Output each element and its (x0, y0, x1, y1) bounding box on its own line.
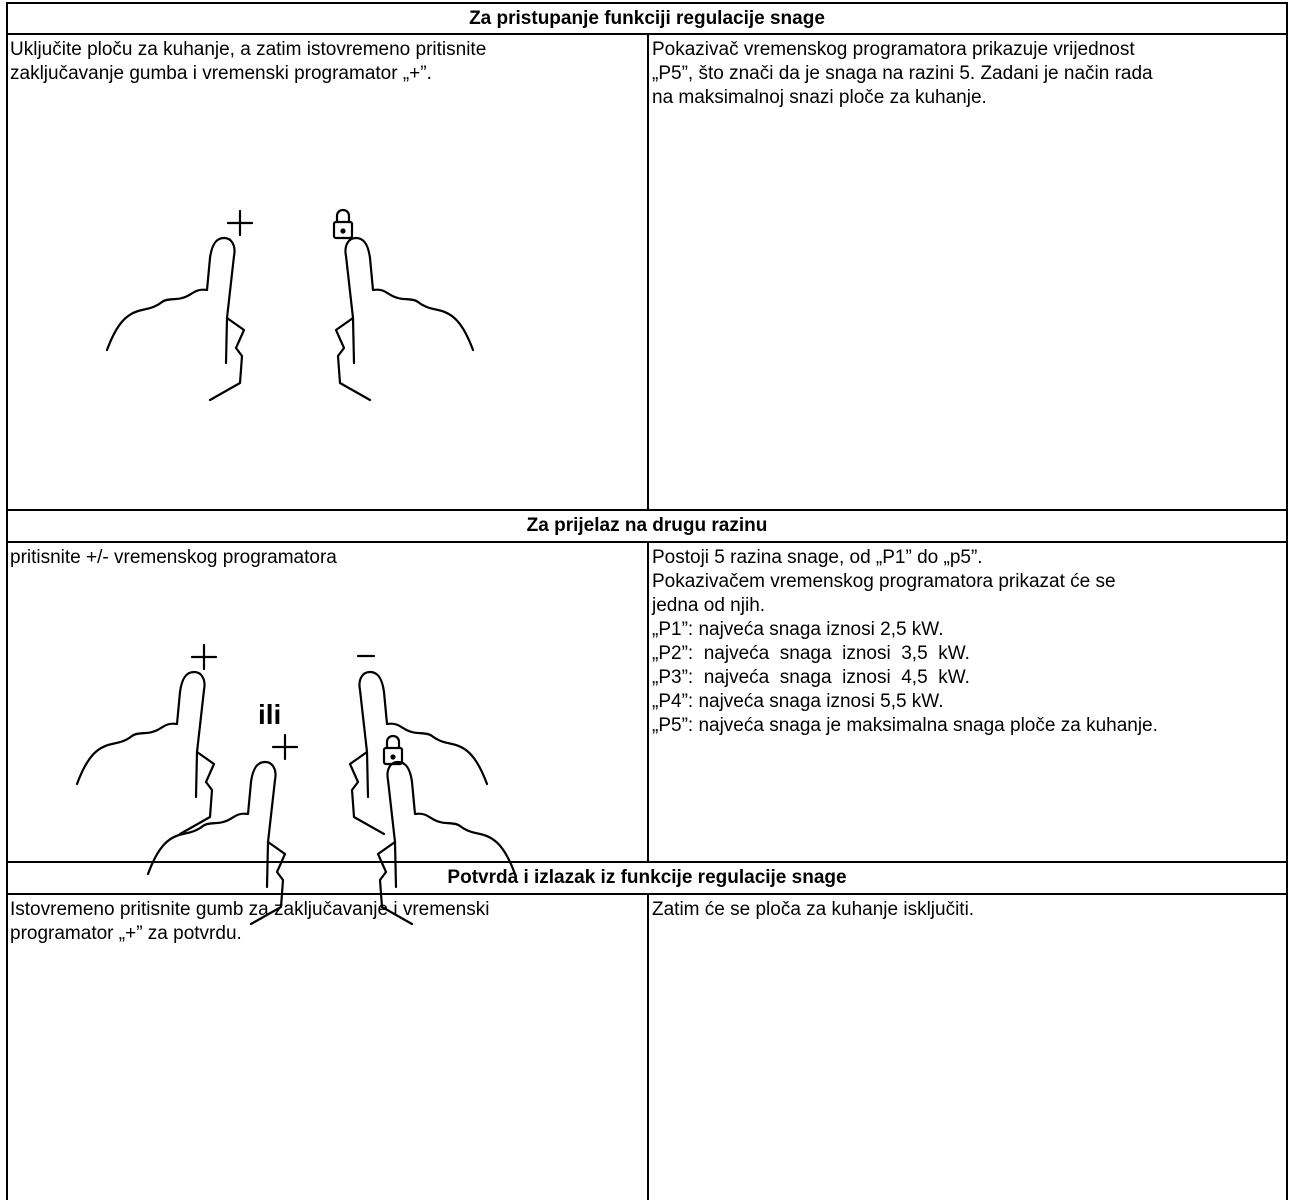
text-line: Pokazivač vremenskog programatora prikaz… (652, 39, 1135, 60)
border (647, 542, 649, 862)
text-line: Zatim će se ploča za kuhanje isključiti. (652, 899, 975, 920)
left-text: Istovremeno pritisnite gumb za zaključav… (10, 898, 489, 946)
hand-icon (146, 760, 287, 926)
text-line: Uključite ploču za kuhanje, a zatim isto… (10, 39, 487, 60)
text-line: Istovremeno pritisnite gumb za zaključav… (10, 899, 490, 920)
hand-icon (334, 236, 475, 402)
text-line: programator „+” za potvrdu. (10, 923, 242, 944)
hand-icon (75, 670, 216, 836)
text-line: na maksimalnoj snazi ploče za kuhanje. (652, 87, 987, 108)
right-text: Pokazivač vremenskog programatora prikaz… (652, 38, 1153, 110)
border (6, 2, 1288, 4)
text-line: „P5”: najveća snaga je maksimalna snaga … (652, 715, 1158, 736)
plus-icon (190, 643, 218, 671)
text-line: „P4”: najveća snaga iznosi 5,5 kW. (652, 691, 944, 712)
hand-icon (348, 670, 489, 836)
text-line: „P1”: najveća snaga iznosi 2,5 kW. (652, 619, 944, 640)
border (6, 2, 8, 1200)
border (647, 894, 649, 1200)
plus-icon (271, 733, 299, 761)
right-text: Zatim će se ploča za kuhanje isključiti. (652, 898, 974, 922)
text-line: Postoji 5 razina snage, od „P1” do „p5”. (652, 547, 983, 568)
plus-icon (226, 209, 254, 237)
section-header: Za pristupanje funkciji regulacije snage (469, 8, 825, 29)
text-line: „P5”, što znači da je snaga na razini 5.… (652, 63, 1153, 84)
hand-icon (105, 236, 246, 402)
lock-icon (332, 208, 354, 240)
section-header: Potvrda i izlazak iz funkcije regulacije… (447, 867, 847, 888)
border (6, 861, 1288, 863)
hand-icon (376, 760, 517, 926)
border (647, 34, 649, 510)
border (6, 509, 1288, 511)
border (1286, 2, 1288, 1200)
lock-icon (382, 734, 404, 766)
section-header: Za prijelaz na drugu razinu (526, 515, 768, 536)
text-line: „P3”: najveća snaga iznosi 4,5 kW. (652, 667, 970, 688)
text-line: pritisnite +/- vremenskog programatora (10, 547, 337, 568)
text-line: Pokazivačem vremenskog programatora prik… (652, 571, 1116, 592)
text-line: zaključavanje gumba i vremenski programa… (10, 63, 432, 84)
text-line: jedna od njih. (652, 595, 766, 616)
connector-text: ili (258, 699, 282, 730)
text-line: „P2”: najveća snaga iznosi 3,5 kW. (652, 643, 970, 664)
left-text: Uključite ploču za kuhanje, a zatim isto… (10, 38, 486, 86)
right-text: Postoji 5 razina snage, od „P1” do „p5”.… (652, 546, 1158, 738)
left-text: pritisnite +/- vremenskog programatora (10, 546, 337, 570)
